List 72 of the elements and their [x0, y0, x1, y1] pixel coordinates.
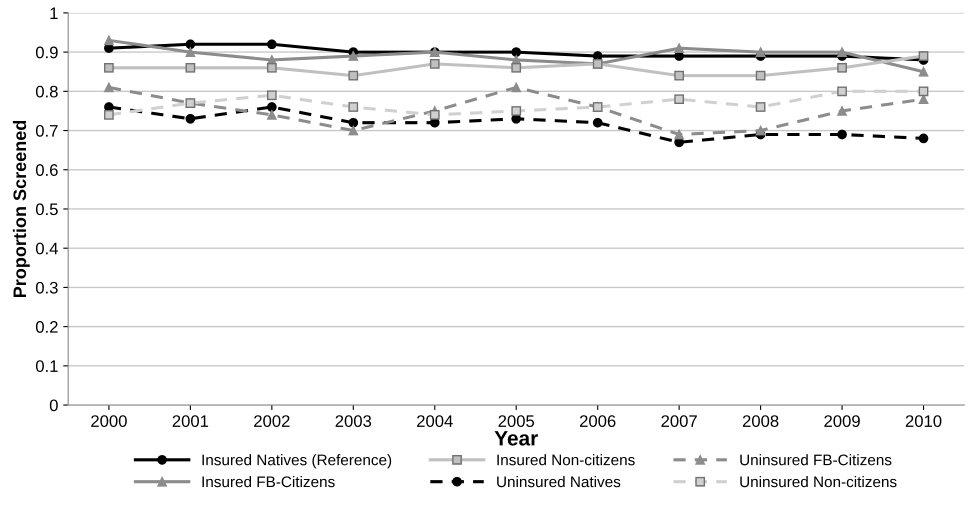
point	[186, 39, 196, 50]
y-tick-label: 0.4	[36, 242, 58, 254]
y-tick-label: 0.8	[36, 86, 58, 98]
legend-label: Insured Non-citizens	[497, 454, 635, 466]
point	[511, 47, 522, 57]
x-tick-label: 2001	[172, 415, 208, 428]
point	[756, 126, 766, 136]
point	[266, 90, 277, 100]
y-tick-label: 1	[50, 7, 58, 19]
point	[104, 82, 114, 92]
point	[266, 110, 277, 120]
point	[266, 102, 277, 112]
point	[918, 51, 928, 61]
point	[348, 102, 358, 112]
point	[266, 39, 277, 50]
point	[918, 66, 928, 77]
point	[348, 118, 358, 128]
point	[756, 47, 766, 57]
y-axis-title: Proportion Screened	[12, 120, 30, 298]
point	[511, 106, 522, 116]
x-tick-label: 2010	[906, 415, 942, 428]
point	[104, 62, 114, 73]
point	[266, 62, 277, 73]
y-tick-label: 0.3	[36, 282, 58, 294]
point	[756, 70, 766, 81]
point	[674, 94, 684, 104]
point	[756, 102, 766, 112]
point	[430, 110, 440, 120]
x-axis-title: Year	[494, 431, 538, 446]
point	[837, 86, 847, 96]
legend-label: Uninsured FB-Citizens	[740, 454, 892, 466]
y-tick-label: 0.5	[36, 203, 58, 216]
point	[104, 110, 114, 120]
point	[918, 86, 928, 96]
x-tick-label: 2007	[661, 415, 697, 428]
point	[837, 62, 847, 73]
point	[511, 62, 522, 73]
legend-label: Insured FB-Citizens	[202, 476, 335, 488]
x-tick-label: 2009	[824, 415, 860, 428]
point	[837, 106, 847, 116]
point	[674, 130, 684, 140]
x-tick-label: 2000	[91, 415, 127, 428]
x-tick-label: 2008	[742, 415, 778, 428]
point	[104, 35, 114, 46]
x-tick-label: 2003	[336, 415, 372, 428]
point	[348, 70, 358, 81]
y-tick-label: 0.2	[36, 321, 58, 333]
point	[186, 62, 196, 73]
point	[348, 51, 358, 61]
legend-label: Uninsured Non-citizens	[740, 476, 897, 488]
point	[430, 59, 440, 69]
y-tick-label: 0.7	[36, 124, 58, 137]
point	[837, 130, 847, 140]
x-tick-label: 2005	[498, 415, 534, 428]
legend-label: Uninsured Natives	[497, 476, 620, 488]
point	[918, 134, 928, 144]
point	[348, 126, 358, 136]
point	[511, 82, 522, 92]
point	[674, 43, 684, 54]
point	[186, 114, 196, 124]
x-tick-label: 2004	[417, 415, 453, 428]
x-tick-label: 2002	[254, 415, 290, 428]
point	[837, 47, 847, 57]
y-tick-label: 0.1	[36, 360, 58, 372]
point	[186, 47, 196, 57]
legend-label: Insured Natives (Reference)	[202, 454, 392, 468]
point	[674, 70, 684, 81]
y-tick-label: 0.6	[36, 164, 58, 176]
y-tick-label: 0	[50, 399, 58, 412]
x-tick-label: 2006	[580, 415, 616, 428]
point	[592, 118, 603, 128]
y-tick-label: 0.9	[36, 46, 58, 58]
